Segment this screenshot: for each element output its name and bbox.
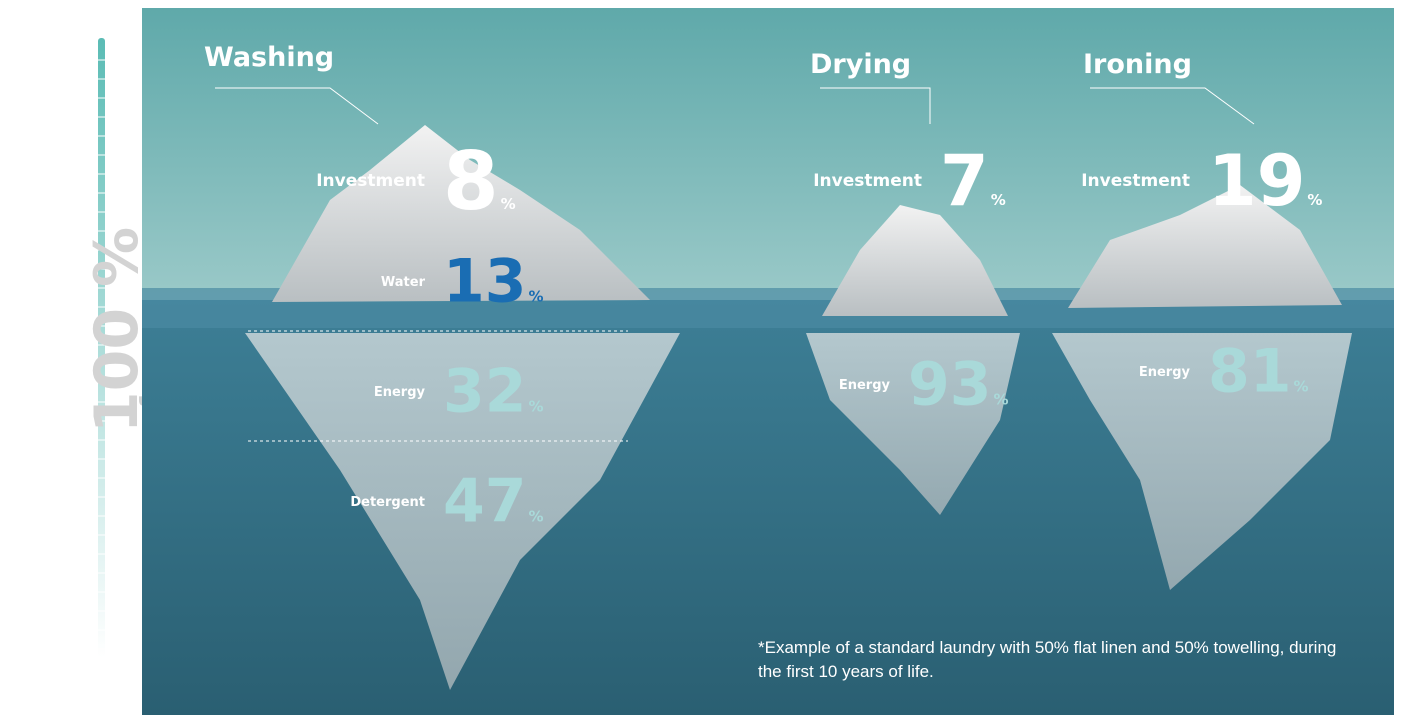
item-label: Investment bbox=[1081, 171, 1190, 191]
item-label: Energy bbox=[839, 378, 891, 393]
item-value: 8 bbox=[443, 135, 499, 228]
item-value: 7 bbox=[940, 140, 989, 222]
item-value: 93 bbox=[908, 350, 992, 420]
infographic: 100 % of resources WashingInvestment8%Wa… bbox=[0, 0, 1404, 715]
item-unit: % bbox=[994, 391, 1009, 409]
item-value: 32 bbox=[443, 357, 527, 427]
group-title: Drying bbox=[810, 49, 911, 80]
group-title: Ironing bbox=[1083, 49, 1192, 80]
item-value: 13 bbox=[443, 247, 527, 317]
item-unit: % bbox=[501, 195, 516, 213]
item-value: 81 bbox=[1208, 337, 1292, 407]
item-label: Investment bbox=[316, 171, 425, 191]
item-unit: % bbox=[529, 288, 544, 306]
item-unit: % bbox=[1294, 378, 1309, 396]
footnote: *Example of a standard laundry with 50% … bbox=[758, 636, 1348, 684]
group-title: Washing bbox=[204, 42, 334, 73]
page: 100 % of resources WashingInvestment8%Wa… bbox=[0, 0, 1404, 715]
item-label: Energy bbox=[1139, 365, 1191, 380]
item-value: 19 bbox=[1208, 140, 1305, 222]
item-unit: % bbox=[529, 508, 544, 526]
item-label: Investment bbox=[813, 171, 922, 191]
item-label: Energy bbox=[374, 385, 426, 400]
item-unit: % bbox=[991, 191, 1006, 209]
item-label: Water bbox=[381, 275, 426, 290]
item-label: Detergent bbox=[350, 495, 425, 510]
item-value: 47 bbox=[443, 467, 527, 537]
item-unit: % bbox=[529, 398, 544, 416]
item-unit: % bbox=[1307, 191, 1322, 209]
